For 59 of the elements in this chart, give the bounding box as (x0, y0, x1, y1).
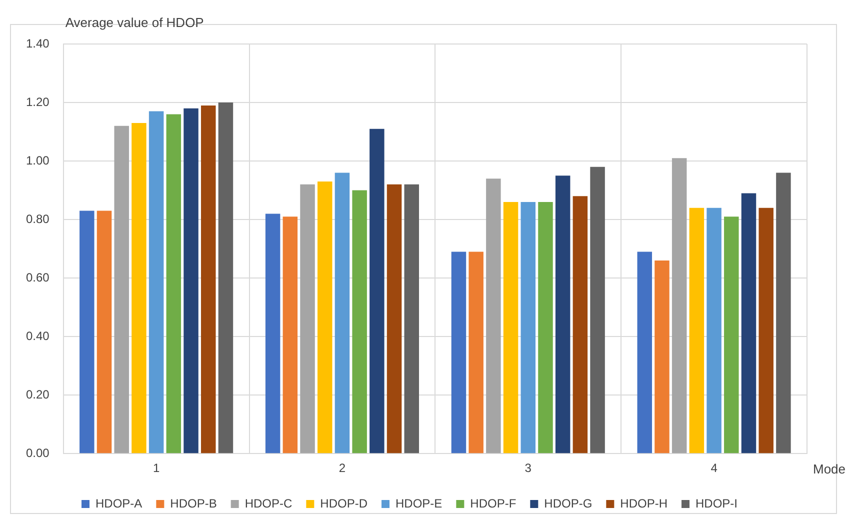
bar (132, 122, 146, 454)
bar (503, 202, 518, 454)
bar (166, 114, 182, 454)
bar (80, 210, 94, 454)
bar (538, 202, 553, 454)
bar (352, 190, 367, 454)
legend-label: HDOP-C (244, 496, 293, 510)
bar (282, 216, 298, 454)
x-tick-label: 2 (338, 461, 346, 476)
bar (300, 184, 315, 454)
bar (200, 105, 216, 454)
y-tick-label: 0.40 (26, 328, 50, 343)
bar (758, 208, 774, 454)
bar (468, 252, 484, 454)
y-tick-label: 1.00 (26, 153, 50, 168)
y-tick-label: 1.40 (26, 36, 50, 50)
legend-label: HDOP-B (170, 496, 217, 510)
legend-label: HDOP-D (320, 496, 368, 510)
legend-label: HDOP-I (696, 496, 738, 510)
bar (451, 252, 466, 454)
x-tick-label: 4 (710, 461, 718, 476)
legend-label: HDOP-A (96, 496, 142, 510)
bar (96, 210, 112, 454)
bar (689, 208, 704, 454)
bar (114, 126, 129, 454)
legend-label: HDOP-H (620, 496, 668, 510)
y-axis-title: Average value of HDOP (65, 15, 204, 30)
bar (386, 184, 402, 454)
bar (776, 172, 791, 454)
x-tick-label: 3 (524, 461, 532, 476)
y-tick-label: 1.20 (26, 94, 50, 109)
bar (317, 182, 332, 454)
bar (654, 260, 670, 454)
bar (148, 111, 164, 454)
bar (520, 202, 536, 454)
bar (572, 196, 588, 454)
y-tick-label: 0.20 (26, 387, 50, 402)
bar (486, 178, 501, 454)
legend-label: HDOP-F (470, 496, 516, 510)
y-tick-label: 0.60 (26, 270, 50, 284)
bar (590, 166, 605, 454)
bar (265, 214, 280, 454)
x-tick-label: 1 (152, 461, 160, 476)
bar (184, 108, 198, 454)
bar (724, 216, 739, 454)
bar (334, 172, 350, 454)
legend-label: HDOP-E (396, 496, 442, 510)
y-tick-label: 0.00 (26, 446, 50, 460)
x-axis-title: Mode (813, 462, 846, 477)
y-tick-label: 0.80 (26, 212, 50, 226)
bar (218, 102, 234, 454)
bar (370, 128, 384, 454)
bar (741, 193, 756, 454)
bar (404, 184, 420, 454)
bar (672, 158, 687, 454)
bar (706, 208, 722, 454)
bar (637, 252, 652, 454)
bar (555, 176, 570, 454)
legend-label: HDOP-G (544, 496, 592, 510)
